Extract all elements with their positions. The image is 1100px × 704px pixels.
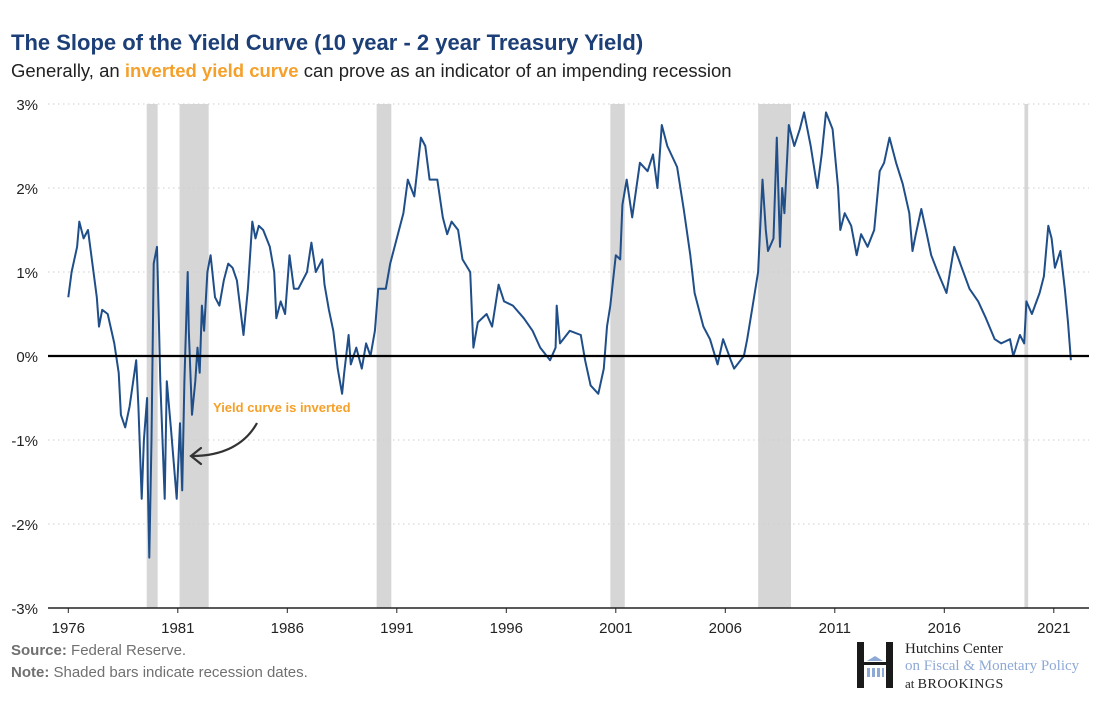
chart-title: The Slope of the Yield Curve (10 year - … (11, 30, 644, 55)
annotation-label: Yield curve is inverted (213, 400, 351, 415)
y-axis: 3% 2% 1% 0% -1% -2% -3% (11, 97, 38, 618)
x-tick-label: 1986 (271, 620, 304, 637)
y-tick-label: 0% (16, 349, 38, 366)
logo-brand: BROOKINGS (917, 677, 1004, 692)
note-label: Note: (11, 664, 50, 681)
subtitle-text-after: can prove as an indicator of an impendin… (298, 60, 732, 81)
x-tick-label: 1991 (380, 620, 413, 637)
x-tick-label: 1981 (161, 620, 194, 637)
shading-note: Note: Shaded bars indicate recession dat… (11, 664, 308, 681)
logo-line-2: on Fiscal & Monetary Policy (905, 658, 1080, 674)
yield-curve-chart: 3% 2% 1% 0% -1% -2% -3% 1976 1981 1986 1991 1996 20… (11, 97, 1089, 637)
logo-line-3: at BROOKINGS (905, 675, 1079, 693)
source-note: Source: Federal Reserve. (11, 642, 186, 659)
y-tick-label: -1% (11, 433, 38, 450)
logo-line-1: Hutchins Center (905, 641, 1003, 657)
x-tick-label: 2021 (1037, 620, 1070, 637)
x-tick-label: 1976 (52, 620, 85, 637)
annotation-arrow (191, 422, 258, 458)
chart-subtitle: Generally, an inverted yield curve can p… (11, 60, 732, 82)
note-text: Shaded bars indicate recession dates. (49, 664, 308, 681)
x-tick-label: 1996 (490, 620, 523, 637)
y-tick-label: 2% (16, 181, 38, 198)
gridlines (48, 103, 1089, 525)
hutchins-logo-text: Hutchins Center on Fiscal & Monetary Pol… (905, 641, 1079, 693)
hutchins-logo-icon (857, 642, 893, 688)
source-label: Source: (11, 642, 67, 659)
series-line (67, 111, 1072, 559)
y-tick-label: -2% (11, 517, 38, 534)
y-tick-label: 3% (16, 97, 38, 114)
x-axis: 1976 1981 1986 1991 1996 2001 2006 2011 2016 2021 (48, 607, 1089, 637)
subtitle-highlight: inverted yield curve (124, 60, 299, 81)
y-tick-label: -3% (11, 601, 38, 618)
source-text: Federal Reserve. (66, 642, 187, 659)
x-tick-label: 2011 (819, 620, 851, 637)
x-tick-label: 2006 (709, 620, 742, 637)
y-tick-label: 1% (16, 265, 38, 282)
annotation-arrow-head (189, 446, 203, 466)
x-tick-label: 2001 (599, 620, 632, 637)
x-tick-label: 2016 (928, 620, 961, 637)
logo-prefix: at (905, 676, 918, 691)
subtitle-text-before: Generally, an (11, 60, 125, 81)
